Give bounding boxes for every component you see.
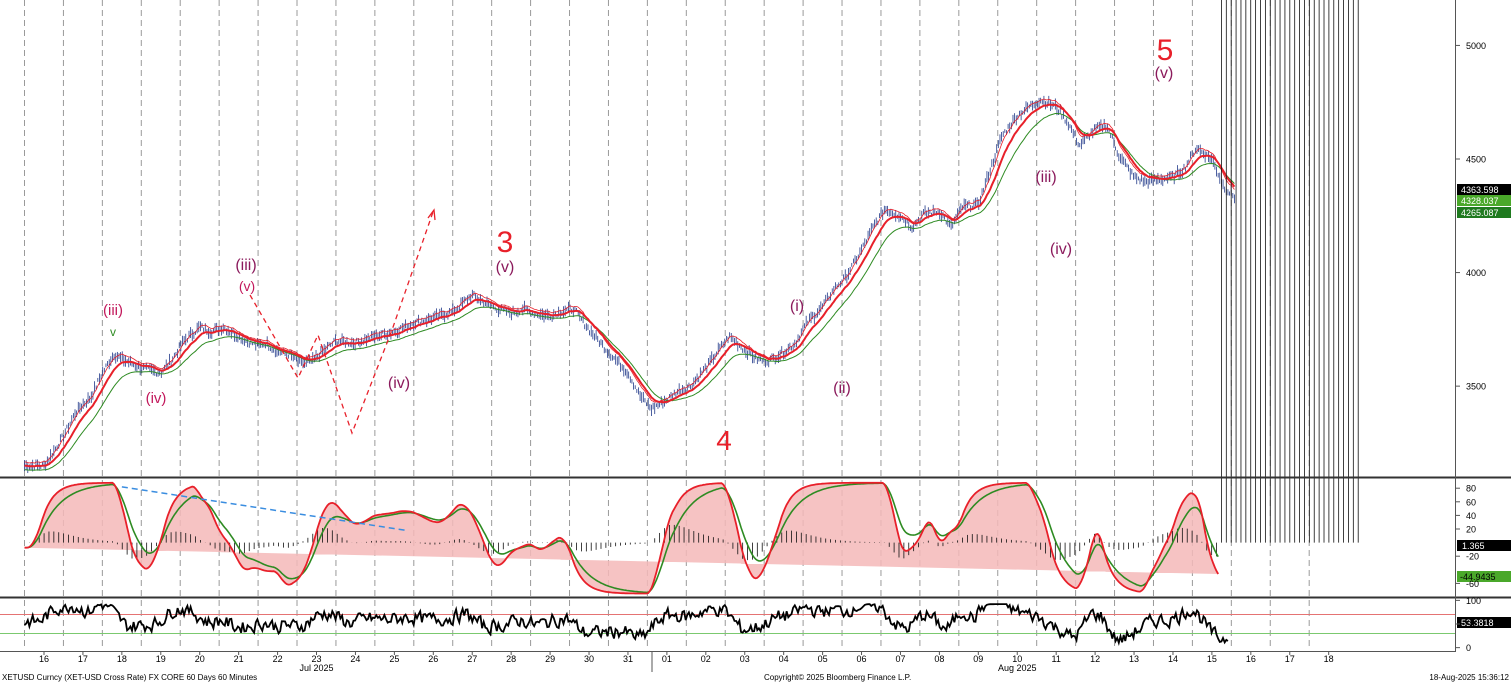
x-tick-label: 13	[1129, 654, 1139, 664]
last-value-tag	[1457, 184, 1511, 195]
projection-path	[249, 211, 434, 435]
wave-label: (ii)	[833, 380, 851, 397]
x-tick-label: 18	[1324, 654, 1334, 664]
last-value-label: 4363.598	[1461, 185, 1499, 195]
wave-label: (v)	[1155, 65, 1174, 82]
price-panel	[24, 95, 1236, 474]
x-tick-label: 16	[39, 654, 49, 664]
wave-label: 4	[716, 425, 732, 456]
y-tick-label: 5000	[1466, 41, 1486, 51]
last-value-tag	[1457, 195, 1511, 206]
y-tick-label: -20	[1466, 552, 1479, 562]
wave-label: 3	[497, 226, 514, 259]
x-tick-label: 28	[506, 654, 516, 664]
last-value-label: -44.9435	[1460, 572, 1496, 582]
y-tick-label: 4000	[1466, 268, 1486, 278]
x-axis: 16 17 18 19 20 21 22 23 24 25 26 27 28 29 30 31 01 02 03 04…	[39, 651, 1334, 673]
x-tick-label: 20	[195, 654, 205, 664]
x-tick-label: 26	[428, 654, 438, 664]
x-tick-label: 12	[1090, 654, 1100, 664]
x-tick-label: 21	[234, 654, 244, 664]
x-tick-label: 08	[934, 654, 944, 664]
y-tick-label: -60	[1466, 579, 1479, 589]
copyright: Copyright© 2025 Bloomberg Finance L.P.	[764, 673, 912, 682]
last-value-label: 4265.087	[1461, 208, 1499, 218]
x-tick-label: 30	[584, 654, 594, 664]
projection-arrowhead	[427, 208, 436, 221]
last-value-label: 4328.037	[1461, 196, 1499, 206]
last-value-label: 1.365	[1462, 541, 1485, 551]
last-value-tag	[1457, 617, 1511, 628]
x-tick-label: 06	[857, 654, 867, 664]
x-tick-label: 09	[973, 654, 983, 664]
x-tick-label: 01	[662, 654, 672, 664]
y-tick-label: 3500	[1466, 382, 1486, 392]
wave-label: (iii)	[235, 257, 256, 274]
oscillator-histogram	[29, 0, 1359, 561]
instrument-description: XETUSD Curncy (XET-USD Cross Rate) FX CO…	[2, 673, 258, 682]
wave-label: (i)	[790, 298, 804, 315]
last-value-tag	[1457, 540, 1511, 551]
x-tick-label: 11	[1052, 654, 1061, 664]
oscillator-fill	[24, 482, 1219, 594]
y-tick-label: 80	[1466, 484, 1476, 494]
x-tick-label: 17	[1285, 654, 1295, 664]
x-tick-label: 19	[156, 654, 166, 664]
y-tick-label: 0	[1466, 643, 1471, 653]
last-value-tag	[1457, 207, 1511, 218]
x-tick-label: 23	[312, 654, 322, 664]
wave-label: (iv)	[388, 375, 410, 392]
y-tick-label: 40	[1466, 511, 1476, 521]
x-tick-label: 18	[117, 654, 127, 664]
timestamp: 18-Aug-2025 15:36:12	[1429, 673, 1509, 682]
last-value-tag	[1457, 571, 1511, 582]
y-tick-label: 60	[1466, 497, 1476, 507]
month-label: Aug 2025	[998, 663, 1037, 673]
rsi-line	[23, 603, 1229, 646]
upper-band-line	[24, 98, 1235, 464]
wave-label: (v)	[496, 259, 515, 276]
x-tick-label: 27	[467, 654, 477, 664]
wave-label: 5	[1157, 34, 1174, 67]
x-tick-label: 07	[895, 654, 905, 664]
x-tick-label: 17	[78, 654, 88, 664]
y-tick-label: 20	[1466, 525, 1476, 535]
fast-moving-average	[24, 103, 1236, 468]
wave-label: (v)	[239, 278, 255, 294]
y-tick-label: 4500	[1466, 155, 1486, 165]
rsi-panel	[0, 603, 1455, 646]
x-tick-label: 04	[779, 654, 789, 664]
month-label: Jul 2025	[299, 663, 333, 673]
x-tick-label: 22	[273, 654, 283, 664]
oscillator-trendline	[121, 486, 407, 532]
wave-label: (iii)	[1035, 169, 1056, 186]
x-tick-label: 14	[1168, 654, 1178, 664]
x-tick-label: 24	[350, 654, 360, 664]
oscillator-signal-line	[24, 482, 1219, 594]
wave-label: v	[110, 325, 116, 339]
oscillator-line	[24, 481, 1219, 595]
wave-label: (iii)	[103, 302, 123, 319]
x-tick-label: 05	[818, 654, 828, 664]
y-tick-label: 50	[1466, 620, 1476, 630]
x-tick-label: 25	[389, 654, 399, 664]
x-tick-label: 02	[701, 654, 711, 664]
x-tick-label: 29	[545, 654, 555, 664]
oscillator-panel	[24, 0, 1359, 595]
wave-annotations: (iii)v(iv)(iii)(v)(iv)3(v)4(i)(ii)(iii)(…	[103, 34, 1173, 456]
x-tick-label: 03	[740, 654, 750, 664]
x-tick-label: 16	[1246, 654, 1256, 664]
y-tick-label: 100	[1466, 596, 1481, 606]
x-tick-label: 31	[623, 654, 633, 664]
x-tick-label: 15	[1207, 654, 1217, 664]
x-tick-label: 10	[1012, 654, 1022, 664]
wave-label: (iv)	[146, 390, 167, 407]
wave-label: (iv)	[1050, 241, 1072, 258]
last-value-label: 53.3818	[1461, 618, 1494, 628]
slow-moving-average	[24, 113, 1235, 471]
